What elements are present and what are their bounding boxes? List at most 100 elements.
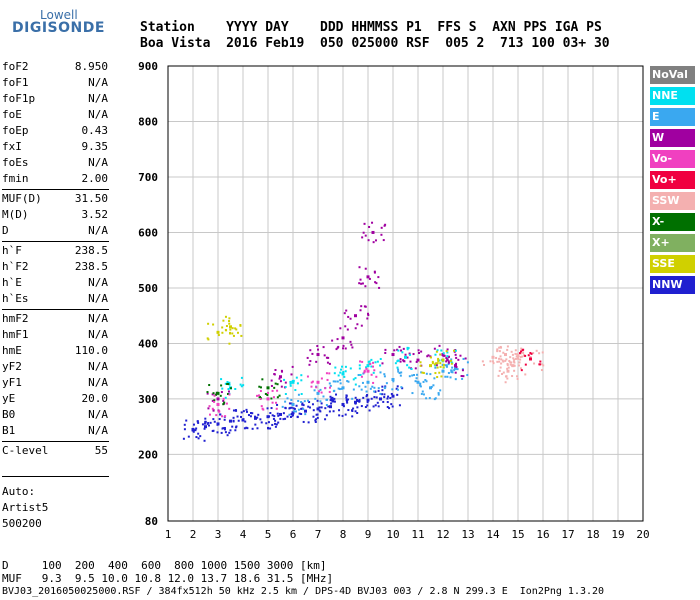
data-point-scatter (289, 380, 292, 383)
data-point-scatter (225, 329, 228, 332)
data-point-scatter (207, 424, 210, 427)
data-point-scatter (221, 326, 224, 329)
data-point-scatter (349, 367, 352, 370)
data-point-scatter (431, 362, 434, 365)
data-point-scatter (400, 386, 403, 389)
data-point-scatter (364, 267, 367, 270)
data-point-scatter (395, 387, 398, 390)
data-point-scatter (317, 392, 320, 395)
data-point-scatter (497, 374, 500, 377)
data-point-scatter (213, 399, 216, 402)
data-point-scatter (367, 314, 370, 317)
x-tick-label: 10 (386, 528, 399, 541)
data-point-scatter (237, 419, 240, 422)
data-point-scatter (259, 418, 262, 421)
data-point-scatter (495, 356, 498, 359)
data-point-scatter (541, 351, 544, 354)
data-point-scatter (507, 366, 510, 369)
legend-item: SSW (650, 192, 695, 210)
data-point-scatter (422, 380, 425, 383)
data-point-scatter (370, 373, 373, 376)
data-point (254, 416, 257, 420)
data-point-scatter (406, 356, 409, 359)
data-point-scatter (518, 352, 521, 355)
data-point-scatter (506, 364, 509, 367)
data-point-scatter (258, 385, 261, 388)
data-point-scatter (257, 413, 260, 416)
data-point-scatter (276, 389, 279, 392)
data-point-scatter (424, 379, 427, 382)
data-point-scatter (352, 407, 355, 410)
data-point-scatter (447, 355, 450, 358)
data-point-scatter (349, 340, 352, 343)
data-point-scatter (268, 415, 271, 418)
param-value: N/A (88, 224, 108, 237)
data-point-scatter (510, 350, 513, 353)
data-point-scatter (332, 390, 335, 393)
header-row-1: Station YYYY DAY DDD HHMMSS P1 FFS S AXN… (140, 20, 602, 35)
x-tick-label: 18 (586, 528, 599, 541)
data-point-scatter (220, 384, 223, 387)
data-point-scatter (502, 351, 505, 354)
data-point-scatter (351, 397, 354, 400)
param-label: foE (2, 108, 22, 121)
param-value: N/A (88, 312, 108, 325)
data-point-scatter (365, 390, 368, 393)
data-point-scatter (328, 382, 331, 385)
data-point (229, 419, 232, 423)
data-point-scatter (383, 373, 386, 376)
data-point-scatter (343, 312, 346, 315)
data-point-scatter (391, 405, 394, 408)
data-point-scatter (291, 365, 294, 368)
data-point (316, 380, 320, 384)
data-point-scatter (280, 369, 283, 372)
data-point-scatter (466, 361, 469, 364)
data-point-scatter (278, 377, 281, 380)
data-point-scatter (417, 349, 420, 352)
data-point-scatter (367, 239, 370, 242)
data-point-scatter (461, 377, 464, 380)
data-point-scatter (384, 351, 387, 354)
data-point-scatter (320, 402, 323, 405)
data-point-scatter (288, 413, 291, 416)
data-point-scatter (384, 386, 387, 389)
data-point (341, 372, 345, 376)
data-point-scatter (207, 407, 210, 410)
data-point-scatter (283, 378, 286, 381)
data-point (279, 375, 282, 379)
data-point-scatter (212, 409, 215, 412)
data-point-scatter (282, 412, 285, 415)
data-point-scatter (195, 427, 198, 430)
y-tick-label: 700 (138, 171, 158, 184)
data-point-scatter (502, 371, 505, 374)
param-value: N/A (88, 76, 108, 89)
data-point-scatter (313, 389, 316, 392)
data-point-scatter (446, 355, 449, 358)
data-point-scatter (370, 365, 373, 368)
data-point-scatter (354, 402, 357, 405)
data-point-scatter (454, 353, 457, 356)
data-point-scatter (496, 360, 499, 363)
data-point-scatter (195, 436, 198, 439)
data-point-scatter (222, 399, 225, 402)
y-tick-label: 400 (138, 337, 158, 350)
data-point-scatter (361, 381, 364, 384)
data-point (429, 386, 432, 390)
data-point-scatter (529, 357, 532, 360)
data-point-scatter (258, 396, 261, 399)
data-point-scatter (308, 406, 311, 409)
data-point-scatter (302, 408, 305, 411)
data-point-scatter (279, 417, 282, 420)
data-point-scatter (440, 349, 443, 352)
data-point-scatter (290, 398, 293, 401)
data-point-scatter (350, 409, 353, 412)
data-point-scatter (332, 380, 335, 383)
y-tick-label: 80 (145, 515, 158, 528)
data-point-scatter (247, 414, 250, 417)
data-point-scatter (322, 395, 325, 398)
data-point-scatter (396, 366, 399, 369)
data-point-scatter (351, 415, 354, 418)
data-point-scatter (516, 353, 519, 356)
logo-digisonde-text: DIGISONDE (12, 20, 105, 36)
data-point-scatter (447, 371, 450, 374)
